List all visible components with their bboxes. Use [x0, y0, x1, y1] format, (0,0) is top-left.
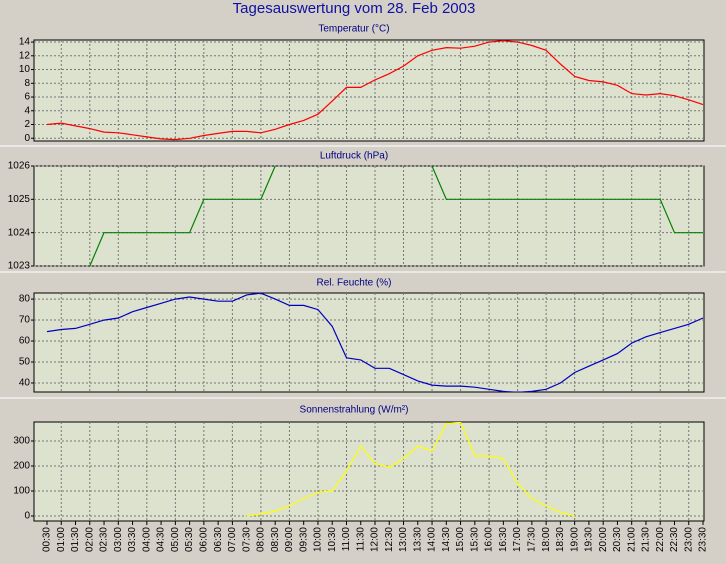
data-line: [246, 422, 575, 517]
series: [89, 166, 703, 266]
data-line: [46, 293, 704, 392]
x-tick-label: 09:00: [284, 527, 295, 552]
x-tick-label: 14:00: [427, 527, 438, 552]
x-tick-label: 21:00: [626, 527, 637, 552]
y-tick-label: 12: [19, 50, 31, 61]
y-tick-label: 200: [13, 461, 30, 472]
y-tick-label: 0: [24, 511, 30, 522]
x-tick-label: 05:00: [170, 527, 181, 552]
y-tick-label: 70: [19, 315, 31, 326]
x-tick-label: 04:00: [141, 527, 152, 552]
x-tick-label: 08:30: [270, 527, 281, 552]
x-tick-label: 16:30: [498, 527, 509, 552]
x-tick-label: 19:30: [584, 527, 595, 552]
plot-area: [33, 292, 705, 393]
x-tick-label: 10:00: [313, 527, 324, 552]
x-tick-label: 02:00: [84, 527, 95, 552]
y-tick-label: 6: [24, 92, 30, 103]
y-tick-label: 1026: [8, 161, 31, 172]
panel-title: Sonnenstrahlung (W/m²): [300, 405, 409, 416]
x-tick-label: 18:30: [555, 527, 566, 552]
x-tick-label: 11:30: [355, 527, 366, 552]
x-tick-label: 13:30: [412, 527, 423, 552]
x-tick-label: 12:30: [384, 527, 395, 552]
y-tick-label: 0: [24, 133, 30, 144]
x-tick-label: 12:00: [370, 527, 381, 552]
x-tick-label: 04:30: [156, 527, 167, 552]
x-tick-label: 06:00: [199, 527, 210, 552]
x-tick-label: 17:00: [512, 527, 523, 552]
x-tick-label: 16:00: [484, 527, 495, 552]
x-tick-label: 05:30: [184, 527, 195, 552]
panel-title: Luftdruck (hPa): [320, 151, 388, 162]
x-tick-label: 07:30: [241, 527, 252, 552]
y-tick-label: 80: [19, 294, 31, 305]
x-tick-label: 11:00: [341, 527, 352, 552]
x-tick-label: 01:30: [70, 527, 81, 552]
y-tick-label: 300: [13, 436, 30, 447]
y-tick-label: 100: [13, 486, 30, 497]
x-tick-label: 09:30: [298, 527, 309, 552]
series: [46, 293, 704, 392]
x-tick-label: 23:00: [683, 527, 694, 552]
x-tick-label: 22:00: [655, 527, 666, 552]
plot-area: [33, 165, 705, 267]
x-tick-label: 18:00: [541, 527, 552, 552]
y-tick-label: 14: [19, 37, 31, 48]
y-tick-label: 10: [19, 64, 31, 75]
y-tick-label: 40: [19, 378, 31, 389]
x-tick-label: 17:30: [527, 527, 538, 552]
x-tick-label: 13:00: [398, 527, 409, 552]
x-tick-label: 08:00: [256, 527, 267, 552]
x-tick-label: 22:30: [669, 527, 680, 552]
panel-title: Temperatur (°C): [318, 24, 389, 35]
x-tick-label: 15:30: [469, 527, 480, 552]
x-tick-label: 15:00: [455, 527, 466, 552]
x-tick-label: 20:00: [598, 527, 609, 552]
x-tick-label: 02:30: [99, 527, 110, 552]
x-tick-label: 01:00: [56, 527, 67, 552]
x-tick-label: 06:30: [213, 527, 224, 552]
y-tick-label: 1025: [8, 194, 31, 205]
x-tick-label: 23:30: [698, 527, 709, 552]
series: [246, 422, 575, 517]
page-title: Tagesauswertung vom 28. Feb 2003: [233, 0, 476, 17]
y-tick-label: 1023: [8, 261, 31, 272]
data-line: [46, 40, 704, 141]
y-tick-label: 50: [19, 357, 31, 368]
x-tick-label: 03:00: [113, 527, 124, 552]
x-tick-label: 10:30: [327, 527, 338, 552]
x-tick-label: 19:00: [569, 527, 580, 552]
y-tick-label: 4: [24, 105, 30, 116]
x-tick-label: 21:30: [641, 527, 652, 552]
y-tick-label: 60: [19, 336, 31, 347]
x-tick-label: 20:30: [612, 527, 623, 552]
x-tick-label: 07:00: [227, 527, 238, 552]
data-line: [89, 166, 703, 266]
y-tick-label: 8: [24, 78, 30, 89]
series: [46, 40, 704, 141]
y-tick-label: 2: [24, 119, 30, 130]
plot-area: [33, 421, 705, 522]
panel-title: Rel. Feuchte (%): [316, 278, 391, 289]
x-tick-label: 03:30: [127, 527, 138, 552]
plot-area: [33, 39, 705, 142]
x-tick-label: 14:30: [441, 527, 452, 552]
y-tick-label: 1024: [8, 227, 31, 238]
x-tick-label: 00:30: [42, 527, 53, 552]
